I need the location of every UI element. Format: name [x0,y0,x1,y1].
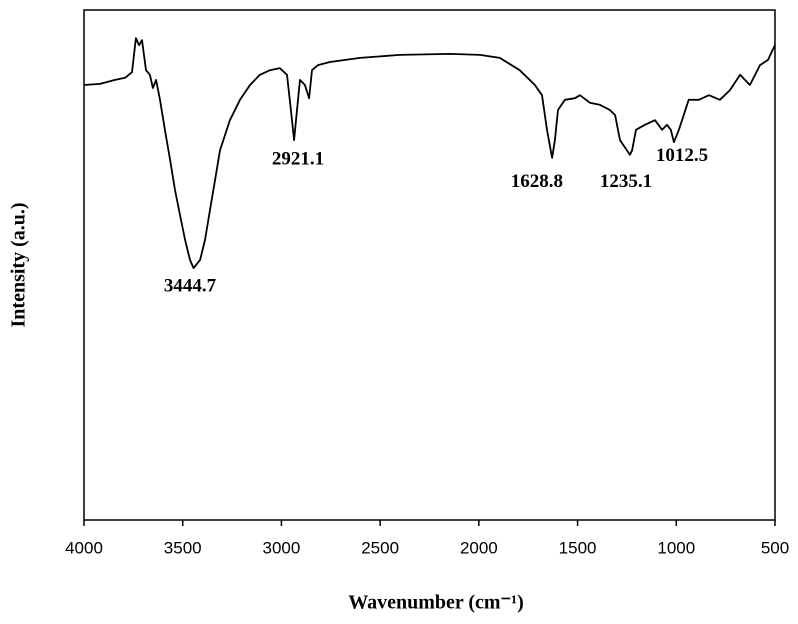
x-tick-label: 1500 [559,538,597,557]
x-tick-label: 2000 [460,538,498,557]
peak-label: 3444.7 [164,275,217,296]
x-tick-label: 1000 [657,538,695,557]
spectrum-line [83,37,776,269]
peak-label: 1012.5 [656,145,708,166]
x-tick-label: 500 [761,538,789,557]
x-tick-label: 3000 [263,538,301,557]
peak-label: 1628.8 [511,171,563,192]
x-axis-label: Wavenumber (cm⁻¹) [348,592,524,614]
peak-label: 1235.1 [600,171,652,192]
y-axis-label: Intensity (a.u.) [8,202,30,327]
plot-frame [83,9,776,521]
x-tick-label: 2500 [361,538,399,557]
x-tick-label: 3500 [164,538,202,557]
peak-label: 2921.1 [272,148,324,169]
x-tick-label: 4000 [65,538,103,557]
